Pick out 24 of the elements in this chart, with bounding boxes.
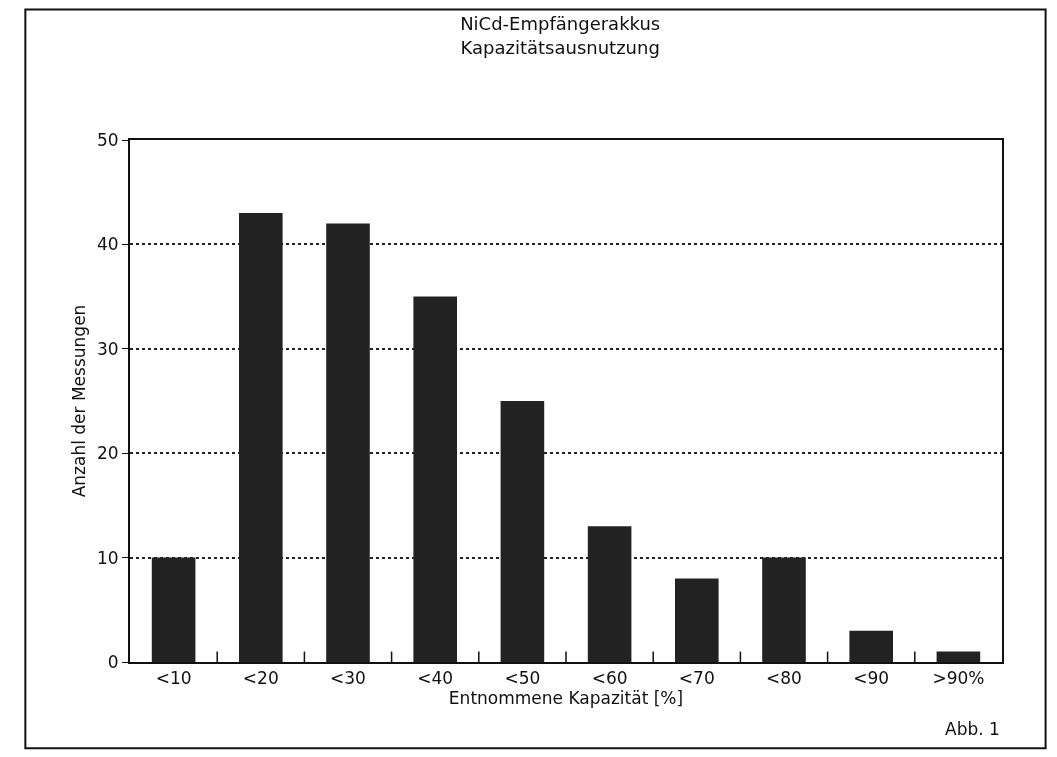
x-tick-label: <10	[155, 668, 192, 689]
y-tick-label: 0	[107, 651, 119, 672]
bar	[675, 578, 719, 662]
y-tick-label: 20	[96, 443, 119, 464]
x-tick-label: <90	[853, 668, 890, 689]
x-tick-label: <30	[330, 668, 366, 689]
x-tick-label: >90%	[932, 668, 985, 689]
y-tick-label: 50	[96, 129, 119, 150]
x-tick-label: <80	[766, 668, 802, 689]
x-tick-label: <50	[504, 668, 541, 689]
y-axis-title: Anzahl der Messungen	[69, 304, 89, 498]
y-tick-label: 10	[96, 547, 119, 568]
x-tick-label: <20	[242, 668, 279, 689]
x-tick-label: <70	[678, 668, 715, 689]
chart-title: NiCd-Empfängerakkus	[460, 13, 661, 35]
y-tick-label: 30	[96, 338, 119, 359]
chart-subtitle: Kapazitätsausnutzung	[460, 36, 660, 58]
y-tick-label: 40	[96, 234, 119, 255]
bar	[936, 651, 981, 662]
x-tick-label: <40	[417, 668, 454, 689]
x-tick-label: <60	[591, 668, 628, 689]
bar	[849, 630, 893, 662]
caption: Abb. 1	[945, 719, 1000, 739]
x-axis-title: Entnommene Kapazität [%]	[448, 688, 684, 709]
